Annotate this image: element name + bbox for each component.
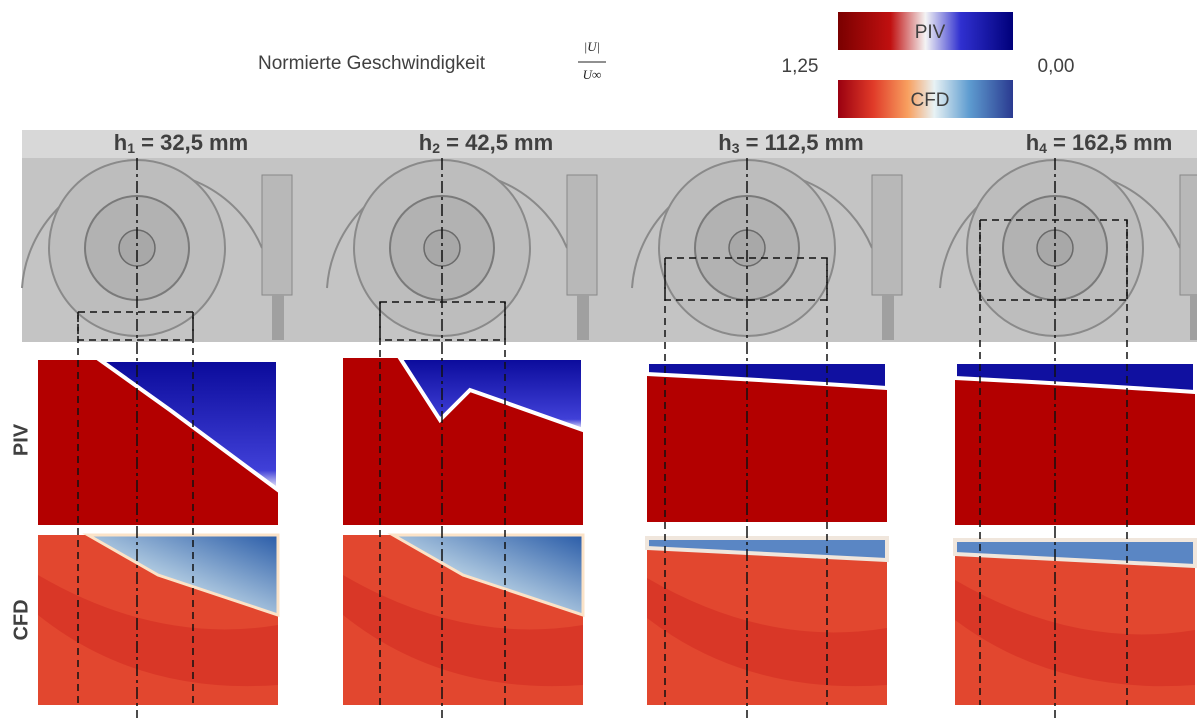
piv-colorbar-label: PIV xyxy=(915,22,946,43)
colorbar-min: 0,00 xyxy=(1038,56,1075,77)
side-part xyxy=(872,175,902,295)
title-index: 1 xyxy=(127,140,135,156)
figure: Normierte Geschwindigkeit |U| U∞ PIV CFD… xyxy=(0,0,1197,718)
panel-title: h3 = 112,5 mm xyxy=(718,130,863,156)
title-index: 3 xyxy=(732,140,740,156)
formula-denominator: U∞ xyxy=(583,67,602,82)
support xyxy=(577,295,589,340)
title-rest: = 42,5 mm xyxy=(440,130,553,155)
title-symbol: h xyxy=(1026,130,1039,155)
legend-quantity: Normierte Geschwindigkeit xyxy=(258,53,486,74)
support xyxy=(1190,295,1197,340)
support xyxy=(882,295,894,340)
cfd-colorbar-label: CFD xyxy=(910,90,949,111)
row-label: PIV xyxy=(10,423,32,456)
title-symbol: h xyxy=(718,130,731,155)
title-rest: = 162,5 mm xyxy=(1047,130,1172,155)
title-index: 4 xyxy=(1039,140,1047,156)
title-symbol: h xyxy=(114,130,127,155)
colorbar-max: 1,25 xyxy=(782,56,819,77)
title-index: 2 xyxy=(432,140,440,156)
side-part xyxy=(1180,175,1197,295)
support xyxy=(272,295,284,340)
title-rest: = 112,5 mm xyxy=(740,130,864,155)
panel-title: h4 = 162,5 mm xyxy=(1026,130,1173,156)
row-label: CFD xyxy=(10,599,32,640)
title-symbol: h xyxy=(419,130,432,155)
side-part xyxy=(262,175,292,295)
side-part xyxy=(567,175,597,295)
title-rest: = 32,5 mm xyxy=(135,130,248,155)
formula-numerator: |U| xyxy=(584,39,601,54)
